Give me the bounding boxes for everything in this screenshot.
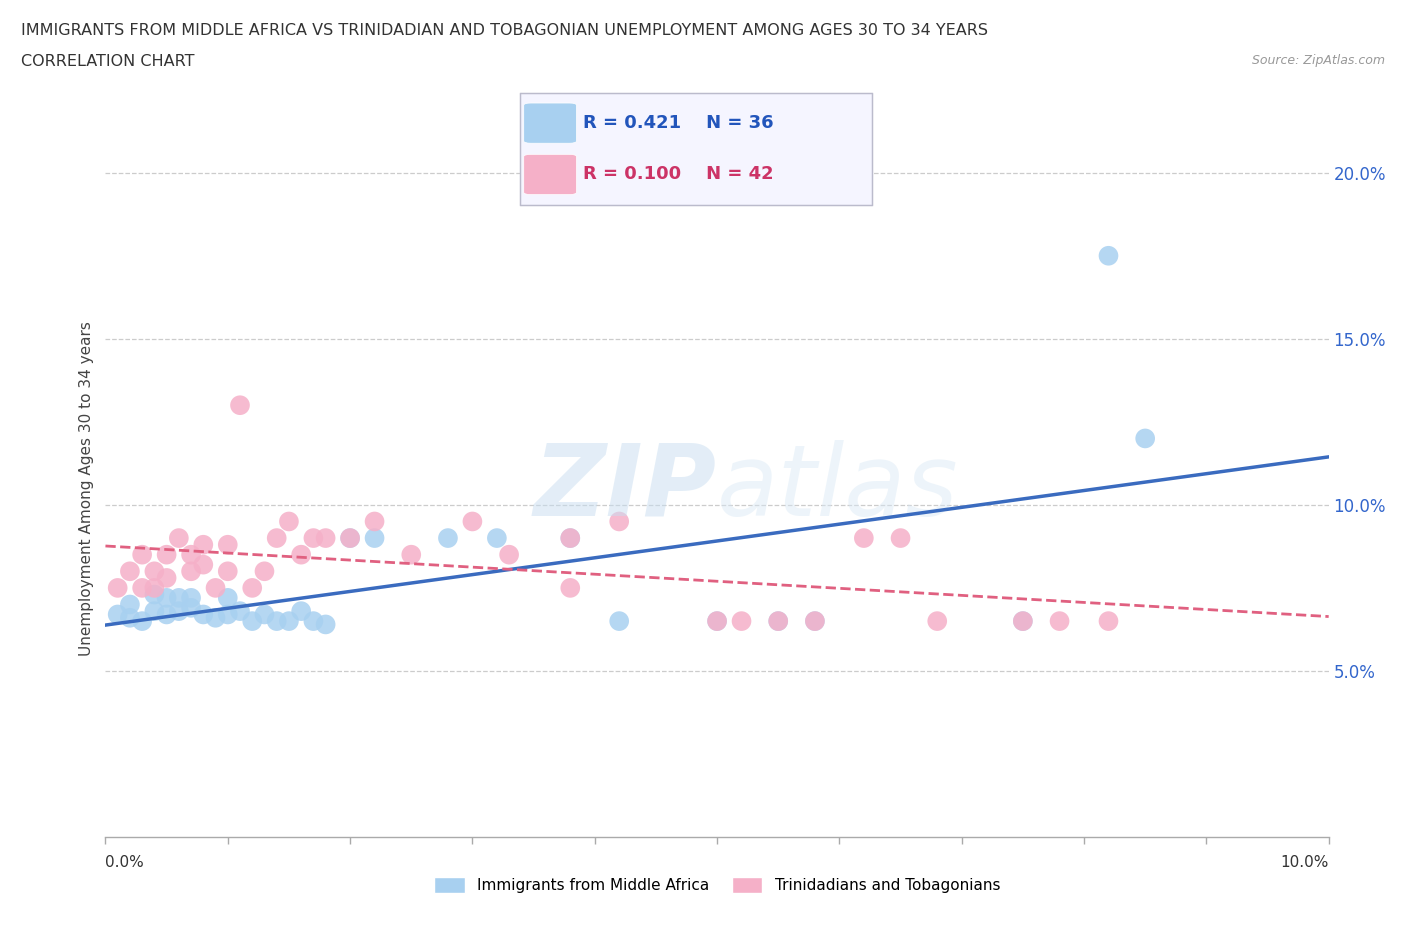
Point bbox=[155, 547, 177, 562]
Point bbox=[143, 580, 166, 595]
Point bbox=[1097, 614, 1119, 629]
Point bbox=[1133, 431, 1156, 445]
Text: atlas: atlas bbox=[717, 440, 959, 537]
Point bbox=[266, 531, 288, 546]
Point bbox=[253, 564, 276, 578]
FancyBboxPatch shape bbox=[524, 154, 576, 194]
Point bbox=[302, 614, 325, 629]
Point bbox=[266, 614, 288, 629]
Text: 0.0%: 0.0% bbox=[105, 855, 145, 870]
Point bbox=[107, 607, 129, 622]
Y-axis label: Unemployment Among Ages 30 to 34 years: Unemployment Among Ages 30 to 34 years bbox=[79, 321, 94, 656]
FancyBboxPatch shape bbox=[524, 103, 576, 143]
Text: Source: ZipAtlas.com: Source: ZipAtlas.com bbox=[1251, 54, 1385, 67]
Point bbox=[217, 564, 239, 578]
Point bbox=[217, 607, 239, 622]
Point bbox=[118, 597, 141, 612]
Point bbox=[315, 531, 337, 546]
Point bbox=[607, 514, 630, 529]
Point bbox=[229, 604, 252, 618]
Point bbox=[204, 610, 226, 625]
Point bbox=[277, 514, 299, 529]
Point bbox=[768, 614, 790, 629]
Point bbox=[167, 591, 190, 605]
Point bbox=[143, 604, 166, 618]
Point bbox=[193, 607, 215, 622]
Point bbox=[485, 531, 508, 546]
Point bbox=[437, 531, 460, 546]
Point bbox=[240, 614, 263, 629]
Point bbox=[180, 591, 202, 605]
Point bbox=[852, 531, 875, 546]
Point bbox=[804, 614, 827, 629]
Point bbox=[155, 591, 177, 605]
Point bbox=[290, 604, 312, 618]
Point bbox=[193, 538, 215, 552]
Text: 10.0%: 10.0% bbox=[1281, 855, 1329, 870]
Point bbox=[498, 547, 520, 562]
Point bbox=[730, 614, 752, 629]
Point bbox=[240, 580, 263, 595]
Point bbox=[193, 557, 215, 572]
Point bbox=[180, 547, 202, 562]
Point bbox=[143, 587, 166, 602]
Point bbox=[290, 547, 312, 562]
Point bbox=[607, 614, 630, 629]
Point bbox=[461, 514, 484, 529]
Point bbox=[302, 531, 325, 546]
Point bbox=[277, 614, 299, 629]
Point bbox=[560, 531, 582, 546]
Point bbox=[560, 580, 582, 595]
Point bbox=[143, 564, 166, 578]
Legend: Immigrants from Middle Africa, Trinidadians and Tobagonians: Immigrants from Middle Africa, Trinidadi… bbox=[427, 870, 1007, 899]
Point bbox=[131, 614, 153, 629]
Point bbox=[118, 610, 141, 625]
Text: ZIP: ZIP bbox=[534, 440, 717, 537]
Point bbox=[204, 580, 226, 595]
Point bbox=[155, 607, 177, 622]
Point bbox=[768, 614, 790, 629]
Point bbox=[229, 398, 252, 413]
Point bbox=[155, 570, 177, 585]
Point bbox=[363, 514, 385, 529]
Point bbox=[1049, 614, 1071, 629]
Text: IMMIGRANTS FROM MIDDLE AFRICA VS TRINIDADIAN AND TOBAGONIAN UNEMPLOYMENT AMONG A: IMMIGRANTS FROM MIDDLE AFRICA VS TRINIDA… bbox=[21, 23, 988, 38]
Point bbox=[217, 538, 239, 552]
Point bbox=[889, 531, 911, 546]
Text: R = 0.100    N = 42: R = 0.100 N = 42 bbox=[583, 166, 775, 183]
Point bbox=[118, 564, 141, 578]
Text: CORRELATION CHART: CORRELATION CHART bbox=[21, 54, 194, 69]
Point bbox=[180, 564, 202, 578]
Point bbox=[1011, 614, 1033, 629]
Point bbox=[131, 580, 153, 595]
Point bbox=[927, 614, 949, 629]
Point bbox=[399, 547, 422, 562]
Point bbox=[167, 604, 190, 618]
Point bbox=[1097, 248, 1119, 263]
Point bbox=[253, 607, 276, 622]
Point bbox=[167, 531, 190, 546]
Point bbox=[107, 580, 129, 595]
Point bbox=[706, 614, 728, 629]
Point bbox=[363, 531, 385, 546]
Point bbox=[315, 617, 337, 631]
Point bbox=[131, 547, 153, 562]
Point bbox=[180, 601, 202, 616]
Point bbox=[1011, 614, 1033, 629]
Point bbox=[560, 531, 582, 546]
Point bbox=[706, 614, 728, 629]
Point bbox=[804, 614, 827, 629]
Point bbox=[339, 531, 361, 546]
Point bbox=[339, 531, 361, 546]
Text: R = 0.421    N = 36: R = 0.421 N = 36 bbox=[583, 114, 775, 132]
Point bbox=[217, 591, 239, 605]
